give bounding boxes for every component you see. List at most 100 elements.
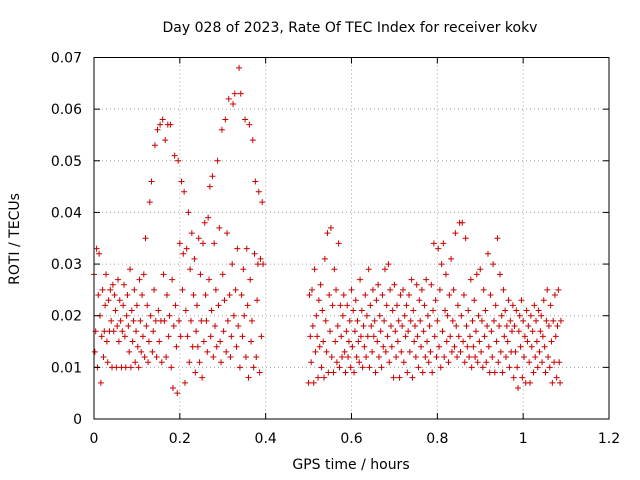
data-point	[460, 338, 467, 345]
data-point	[472, 328, 479, 335]
data-point	[146, 199, 153, 206]
data-point	[432, 297, 439, 304]
data-point	[258, 333, 265, 340]
data-point	[492, 302, 499, 309]
data-point	[206, 183, 213, 190]
data-point	[545, 323, 552, 330]
data-point	[307, 333, 314, 340]
data-point	[362, 292, 369, 299]
data-point	[470, 343, 477, 350]
data-point	[346, 317, 353, 324]
data-point	[411, 338, 418, 345]
data-point	[168, 364, 175, 371]
data-point	[507, 317, 514, 324]
data-point	[521, 354, 528, 361]
data-point	[541, 343, 548, 350]
data-point	[543, 317, 550, 324]
data-point	[166, 312, 173, 319]
data-point	[431, 333, 438, 340]
data-point	[335, 240, 342, 247]
data-point	[502, 307, 509, 314]
data-point	[448, 348, 455, 355]
data-point	[450, 286, 457, 293]
data-point	[358, 307, 365, 314]
data-point	[524, 338, 531, 345]
data-point	[115, 276, 122, 283]
data-point	[153, 354, 160, 361]
data-point	[254, 297, 261, 304]
data-point	[225, 95, 232, 102]
y-tick-label: 0.01	[51, 360, 82, 376]
data-point	[442, 271, 449, 278]
data-point	[195, 235, 202, 242]
data-point	[329, 302, 336, 309]
data-point	[415, 364, 422, 371]
data-point	[206, 276, 213, 283]
data-point	[428, 281, 435, 288]
data-point	[178, 178, 185, 185]
data-point	[150, 328, 157, 335]
data-point	[169, 385, 176, 392]
x-axis-label: GPS time / hours	[292, 457, 409, 473]
data-point	[96, 250, 103, 257]
data-point	[208, 307, 215, 314]
data-point	[464, 343, 471, 350]
data-point	[471, 297, 478, 304]
data-point	[379, 292, 386, 299]
data-point	[394, 338, 401, 345]
data-point	[482, 307, 489, 314]
data-point	[125, 323, 132, 330]
data-point	[356, 359, 363, 366]
data-point	[141, 354, 148, 361]
data-point	[103, 271, 110, 278]
data-point	[242, 354, 249, 361]
data-point	[201, 219, 208, 226]
data-point	[545, 354, 552, 361]
data-point	[182, 307, 189, 314]
data-point	[122, 364, 129, 371]
data-point	[315, 297, 322, 304]
data-point	[103, 338, 110, 345]
x-tick-label: 1	[519, 431, 528, 447]
data-point	[160, 271, 167, 278]
data-point	[436, 286, 443, 293]
data-point	[405, 328, 412, 335]
data-point	[331, 266, 338, 273]
data-point	[154, 126, 161, 133]
data-point	[491, 369, 498, 376]
data-point	[478, 317, 485, 324]
data-point	[333, 359, 340, 366]
data-point	[217, 338, 224, 345]
data-point	[480, 286, 487, 293]
data-point	[429, 369, 436, 376]
data-point	[551, 359, 558, 366]
data-point	[220, 328, 227, 335]
data-point	[496, 271, 503, 278]
data-point	[200, 240, 207, 247]
data-point	[509, 302, 516, 309]
data-point	[536, 348, 543, 355]
data-point	[183, 245, 190, 252]
data-point	[345, 338, 352, 345]
data-point	[247, 276, 254, 283]
data-point	[454, 302, 461, 309]
data-point	[140, 271, 147, 278]
data-point	[434, 317, 441, 324]
data-point	[158, 359, 165, 366]
data-point	[503, 354, 509, 361]
data-point	[476, 338, 483, 345]
x-tick-label: 0.6	[340, 431, 362, 447]
data-point	[207, 333, 214, 340]
data-point	[381, 317, 388, 324]
data-point	[477, 266, 484, 273]
data-point	[517, 343, 524, 350]
data-point	[180, 250, 187, 257]
data-point	[496, 323, 503, 330]
data-point	[364, 333, 371, 340]
data-point	[402, 333, 409, 340]
data-point	[484, 250, 491, 257]
data-point	[427, 348, 434, 355]
data-point	[319, 307, 326, 314]
data-point	[129, 338, 136, 345]
data-point	[350, 307, 357, 314]
